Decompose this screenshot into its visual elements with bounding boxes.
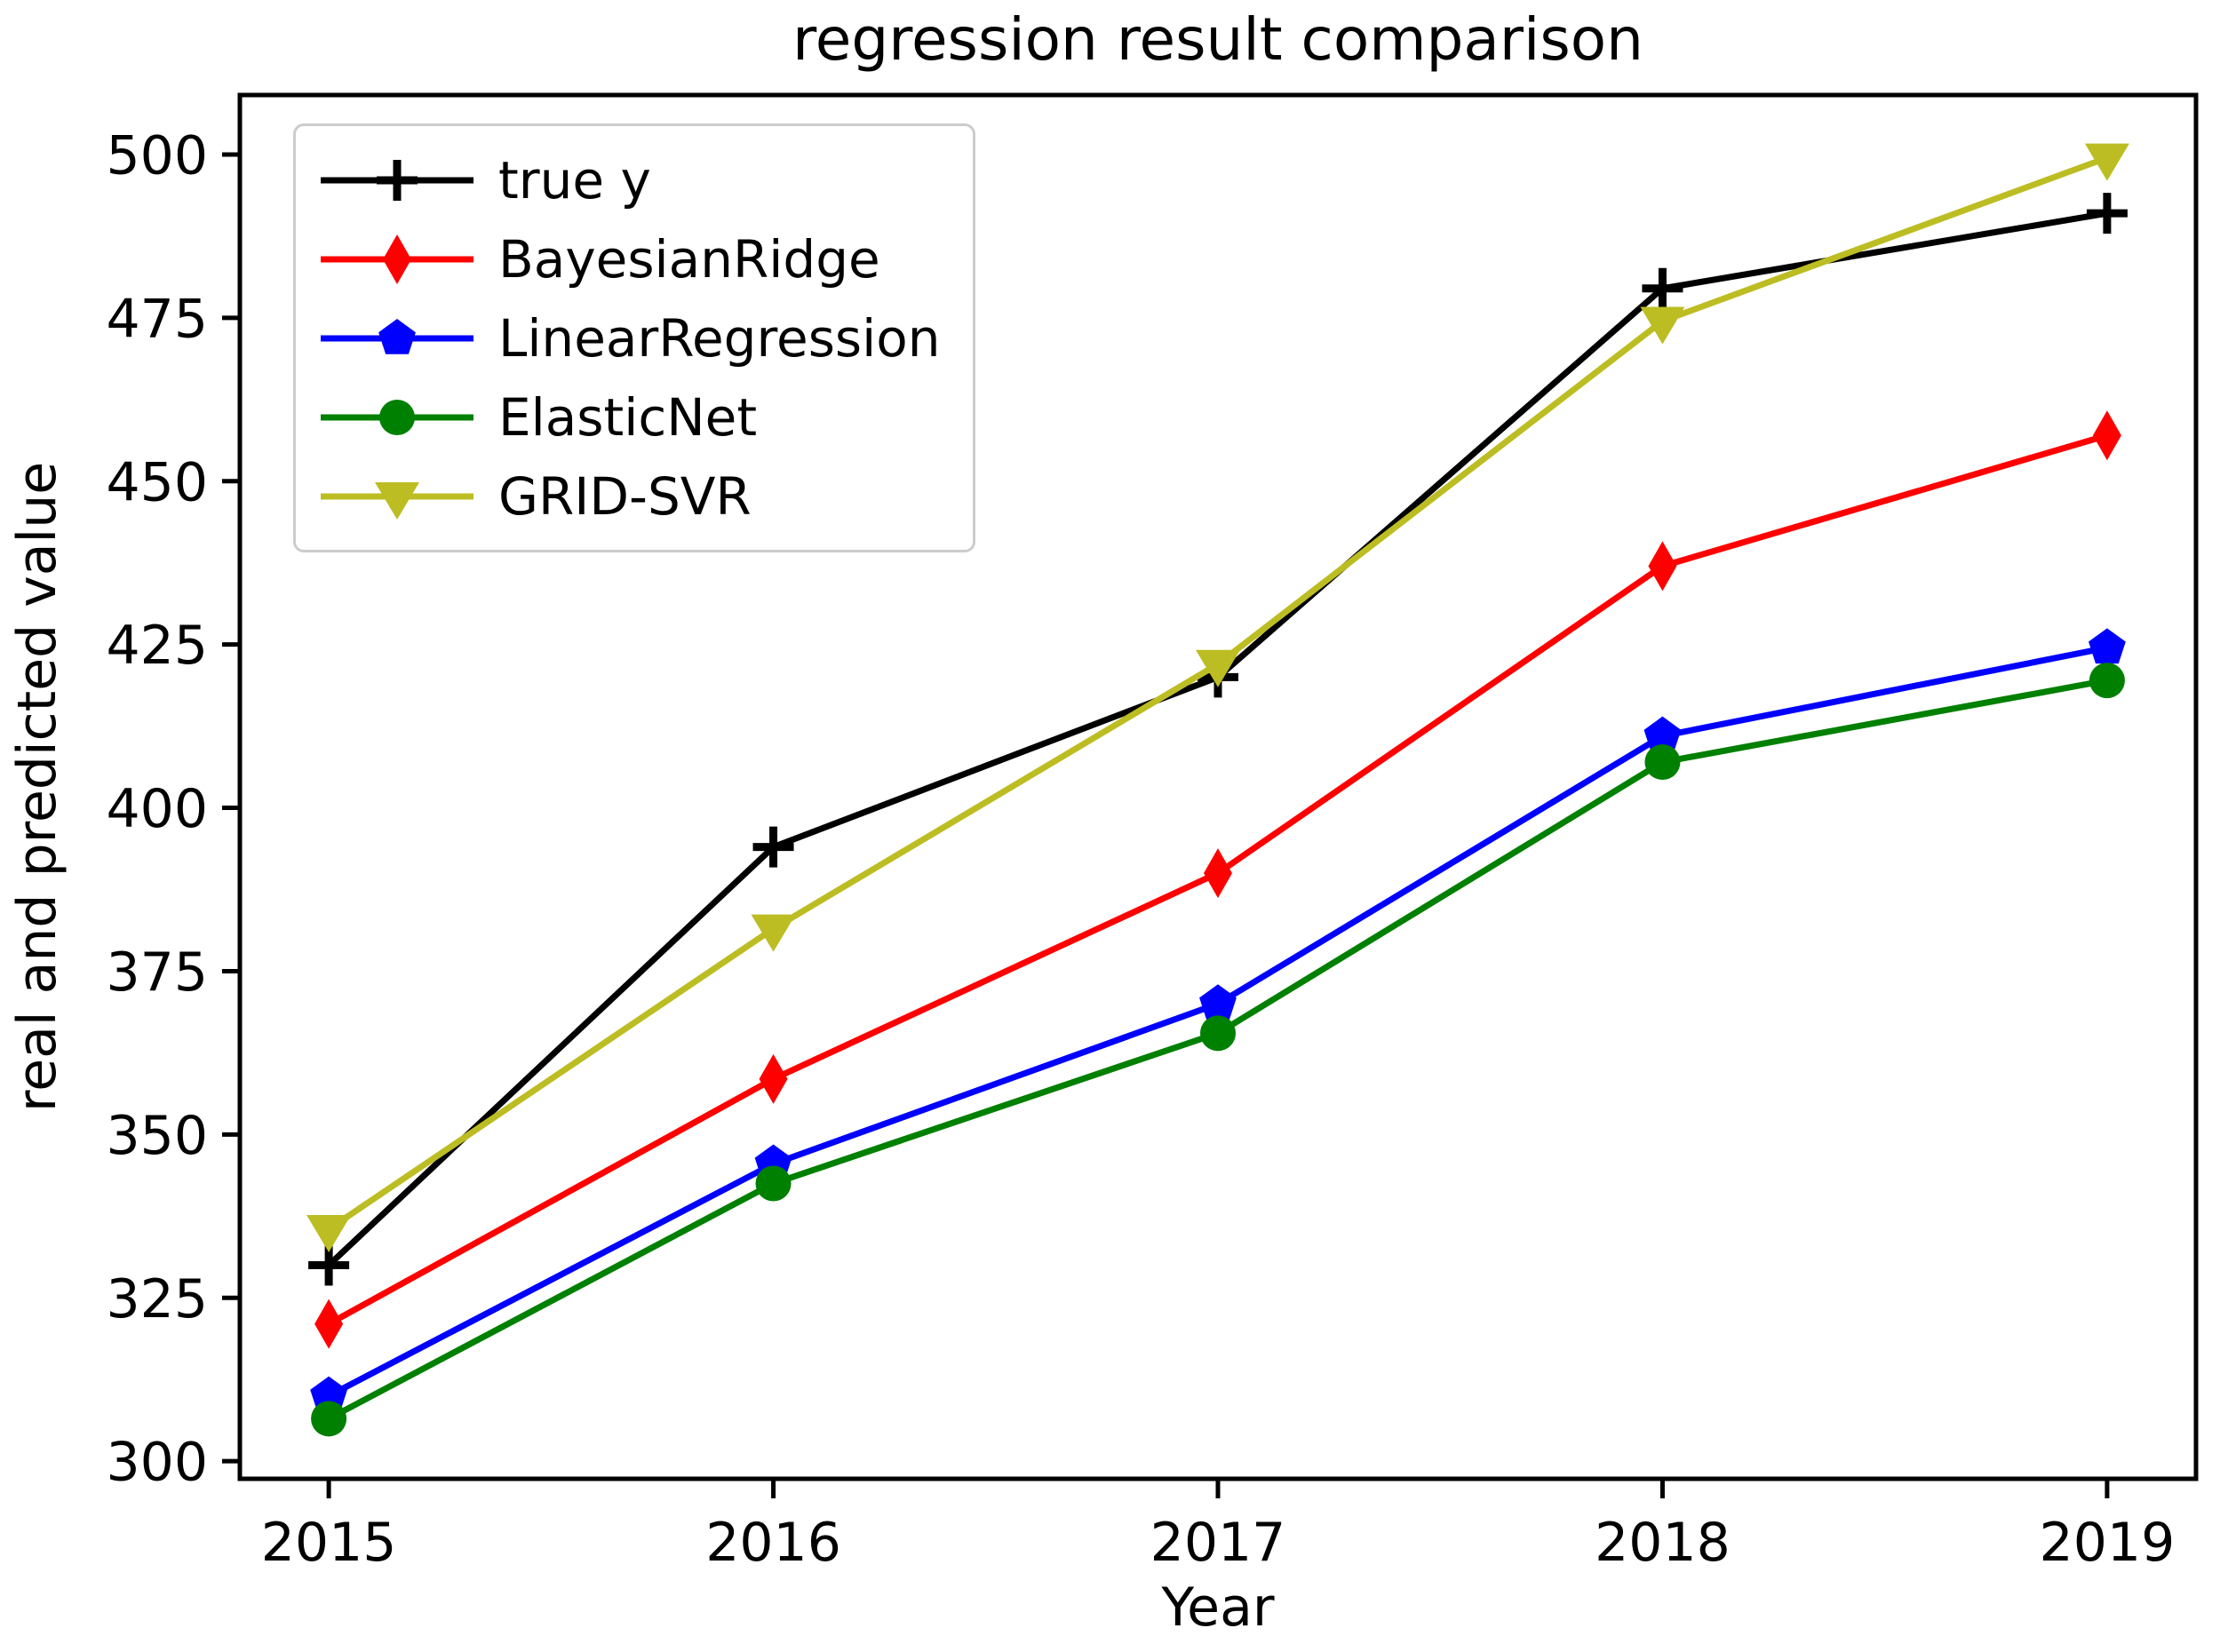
plus-marker-icon <box>1642 267 1683 309</box>
triangle-down-marker-icon <box>2084 143 2129 181</box>
triangle-down-marker-icon <box>1196 649 1240 687</box>
legend-item-elasticnet: ElasticNet <box>317 377 941 457</box>
pentagon-marker-icon <box>310 1376 347 1412</box>
legend-item-bayesianridge: BayesianRidge <box>317 219 941 298</box>
series-grid-svr <box>306 143 2129 1253</box>
triangle-down-marker-icon <box>321 481 473 520</box>
legend-item-true-y: true y <box>317 140 941 219</box>
x-tick-label: 2017 <box>1150 1512 1286 1574</box>
pentagon-marker-icon <box>2089 628 2126 664</box>
triangle-down-marker-icon <box>751 914 796 952</box>
circle-marker-icon <box>321 399 473 435</box>
pentagon-marker-icon <box>321 318 473 354</box>
y-tick-label: 500 <box>106 125 208 187</box>
legend-label: BayesianRidge <box>498 228 880 290</box>
thin-diamond-marker-icon <box>314 1299 344 1349</box>
legend-label: true y <box>498 149 651 210</box>
thin-diamond-marker-icon <box>1204 848 1232 899</box>
circle-marker-icon <box>1200 1015 1236 1052</box>
legend-label: ElasticNet <box>498 386 758 448</box>
y-tick-label: 425 <box>106 615 208 677</box>
x-tick-label: 2018 <box>1595 1512 1731 1574</box>
thin-diamond-marker-icon <box>2092 410 2121 461</box>
x-tick-label: 2019 <box>2040 1512 2176 1574</box>
thin-diamond-marker-icon <box>1648 541 1677 592</box>
plus-marker-icon <box>321 159 473 201</box>
pentagon-marker-icon <box>1199 984 1237 1021</box>
y-tick-label: 400 <box>106 778 208 840</box>
legend-label: GRID-SVR <box>498 465 752 527</box>
thin-diamond-marker-icon <box>759 1053 788 1104</box>
pentagon-marker-icon <box>1643 716 1682 752</box>
legend: true y BayesianRidge LinearRegression El… <box>293 123 975 552</box>
series-bayesianridge <box>314 410 2121 1349</box>
chart-title: regression result comparison <box>792 5 1643 74</box>
series-linearregression <box>310 628 2126 1412</box>
legend-item-linearregression: LinearRegression <box>317 298 941 377</box>
y-axis: 300 325 350 375 400 425 450 475 500 <box>106 125 240 1494</box>
legend-item-grid-svr: GRID-SVR <box>317 457 941 536</box>
plus-marker-icon <box>377 159 418 201</box>
y-tick-label: 450 <box>106 451 208 513</box>
y-axis-label: real and predicted value <box>6 462 68 1112</box>
y-tick-label: 325 <box>106 1268 208 1330</box>
thin-diamond-marker-icon <box>321 234 473 284</box>
x-axis-label: Year <box>1160 1577 1274 1639</box>
y-tick-label: 475 <box>106 288 208 350</box>
thin-diamond-marker-icon <box>383 234 411 284</box>
triangle-down-marker-icon <box>375 481 419 520</box>
legend-label: LinearRegression <box>498 307 941 369</box>
x-axis: 2015 2016 2017 2018 2019 <box>261 1479 2176 1574</box>
triangle-down-marker-icon <box>306 1215 352 1253</box>
y-tick-label: 300 <box>106 1432 208 1494</box>
triangle-down-marker-icon <box>1640 306 1685 345</box>
circle-marker-icon <box>379 399 415 435</box>
pentagon-marker-icon <box>378 318 416 354</box>
circle-marker-icon <box>755 1165 792 1202</box>
x-tick-label: 2016 <box>705 1512 841 1574</box>
circle-marker-icon <box>1644 744 1681 781</box>
circle-marker-icon <box>2089 663 2125 699</box>
x-tick-label: 2015 <box>261 1512 397 1574</box>
y-tick-label: 375 <box>106 941 208 1004</box>
plus-marker-icon <box>2086 193 2128 234</box>
y-tick-label: 350 <box>106 1105 208 1167</box>
circle-marker-icon <box>311 1401 347 1437</box>
series-elasticnet <box>311 663 2125 1437</box>
plus-marker-icon <box>752 826 794 868</box>
